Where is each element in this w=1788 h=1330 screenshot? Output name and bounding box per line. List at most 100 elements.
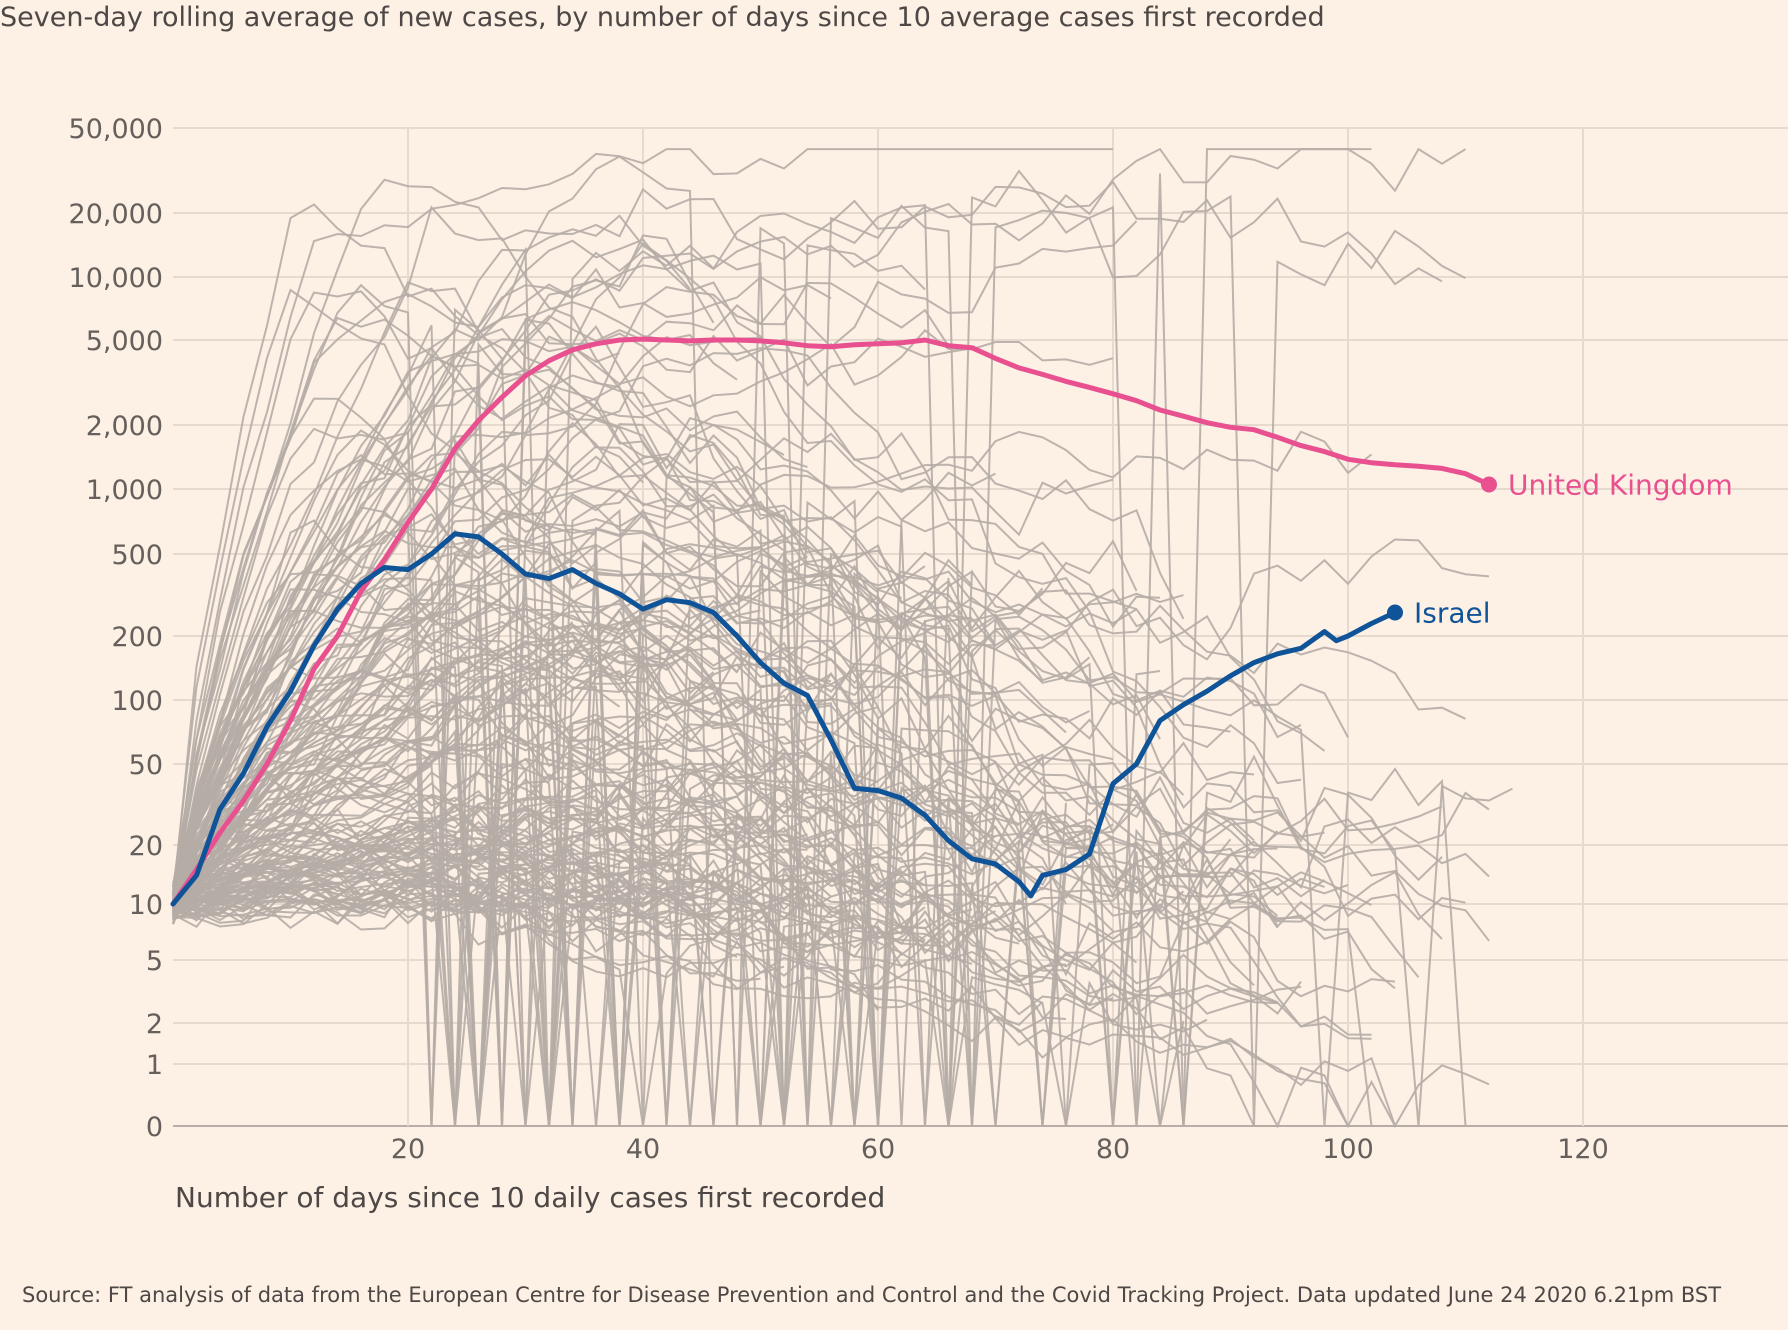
background-country-line <box>172 519 973 1127</box>
background-country-line <box>172 871 1372 1040</box>
y-tick-label: 20,000 <box>69 199 163 230</box>
background-country-line <box>172 849 761 982</box>
background-country-line <box>172 694 1326 905</box>
background-country-line <box>172 773 1232 1127</box>
background-country-line <box>172 316 1466 905</box>
background-country-line <box>172 759 808 916</box>
background-country-line <box>172 214 691 906</box>
background-country-line <box>172 328 1114 884</box>
chart-subtitle: Seven-day rolling average of new cases, … <box>0 2 1325 33</box>
background-country-line <box>172 220 1138 1127</box>
background-country-line <box>172 445 644 916</box>
background-country-line <box>172 614 1067 900</box>
background-country-line <box>172 178 1443 887</box>
background-country-line <box>172 347 1185 906</box>
y-tick-label: 0 <box>146 1112 163 1143</box>
background-country-line <box>172 821 879 1127</box>
y-tick-label: 1,000 <box>86 475 163 506</box>
background-country-line <box>172 335 620 905</box>
y-tick-label: 10 <box>129 890 163 921</box>
united-kingdom-line <box>170 336 1492 907</box>
background-country-line <box>172 429 597 901</box>
background-country-line <box>172 771 1396 1129</box>
background-country-line <box>172 733 1067 983</box>
background-country-line <box>172 854 1396 998</box>
x-tick-label: 40 <box>626 1134 660 1165</box>
background-country-line <box>172 744 1279 1127</box>
background-country-line <box>172 281 950 902</box>
background-country-line <box>172 584 574 915</box>
background-country-line <box>172 553 973 1127</box>
background-lines <box>172 147 1513 1129</box>
background-country-line <box>172 354 1443 909</box>
background-country-line <box>172 804 1114 937</box>
y-tick-label: 10,000 <box>69 263 163 294</box>
background-country-line <box>172 471 996 1127</box>
united-kingdom-label: United Kingdom <box>1508 468 1733 501</box>
background-country-line <box>172 234 715 906</box>
background-country-line <box>172 238 1326 888</box>
background-country-line <box>172 203 785 902</box>
background-country-line <box>172 549 1161 904</box>
israel-endpoint <box>1387 604 1403 621</box>
israel-line <box>170 531 1398 907</box>
y-tick-label: 200 <box>111 622 163 653</box>
y-tick-label: 1 <box>146 1050 163 1081</box>
background-country-line <box>172 632 1490 1127</box>
tick-labels: 0 1 2 5 10 20 50 100 200 500 1,000 2,000 5,000 10,000… <box>69 114 1609 1165</box>
background-country-line <box>172 752 832 893</box>
background-country-line <box>172 148 1372 1127</box>
x-tick-label: 100 <box>1322 1134 1374 1165</box>
israel-label: Israel <box>1414 597 1491 630</box>
background-country-line <box>172 318 1044 888</box>
highlight-lines: United Kingdom Israel <box>170 336 1733 907</box>
background-country-line <box>172 575 1279 918</box>
y-tick-label: 5,000 <box>86 326 163 357</box>
background-country-line <box>172 453 808 905</box>
background-country-line <box>172 614 997 904</box>
background-country-line <box>172 649 879 889</box>
background-country-line <box>172 551 1044 902</box>
background-country-line <box>172 816 621 1127</box>
x-tick-label: 120 <box>1557 1134 1609 1165</box>
background-country-line <box>172 148 1113 907</box>
background-country-line <box>172 599 668 920</box>
background-country-line <box>172 205 1396 990</box>
y-tick-label: 2,000 <box>86 411 163 442</box>
background-country-line <box>172 609 1372 1036</box>
background-country-line <box>172 430 1373 904</box>
y-tick-label: 5 <box>146 946 163 977</box>
background-country-line <box>172 574 761 917</box>
background-country-line <box>172 244 926 1127</box>
y-tick-label: 50 <box>129 750 163 781</box>
y-tick-label: 100 <box>111 686 163 717</box>
source-note: Source: FT analysis of data from the Eur… <box>22 1283 1722 1307</box>
background-country-line <box>172 640 879 909</box>
y-tick-label: 2 <box>146 1009 163 1040</box>
background-country-line <box>172 677 832 899</box>
background-country-line <box>172 676 621 900</box>
background-country-line <box>172 155 1466 1127</box>
background-country-line <box>172 588 1490 1127</box>
background-country-line <box>172 464 1302 1015</box>
background-country-line <box>172 423 1161 919</box>
y-tick-label: 20 <box>129 831 163 862</box>
x-tick-label: 80 <box>1096 1134 1130 1165</box>
background-country-line <box>172 549 973 894</box>
background-country-line <box>172 861 1208 1127</box>
united-kingdom-endpoint <box>1481 476 1497 493</box>
y-tick-label: 500 <box>111 540 163 571</box>
x-tick-label: 20 <box>391 1134 425 1165</box>
background-country-line <box>172 647 573 912</box>
background-country-line <box>172 147 1467 897</box>
background-country-line <box>172 452 950 1127</box>
x-tick-label: 60 <box>861 1134 895 1165</box>
background-country-line <box>172 290 1114 1127</box>
background-country-line <box>172 874 926 940</box>
x-axis-label: Number of days since 10 daily cases firs… <box>175 1181 885 1214</box>
background-country-line <box>172 427 1372 1127</box>
background-country-line <box>172 881 1278 1005</box>
background-country-line <box>172 882 973 931</box>
background-country-line <box>172 698 1114 1007</box>
